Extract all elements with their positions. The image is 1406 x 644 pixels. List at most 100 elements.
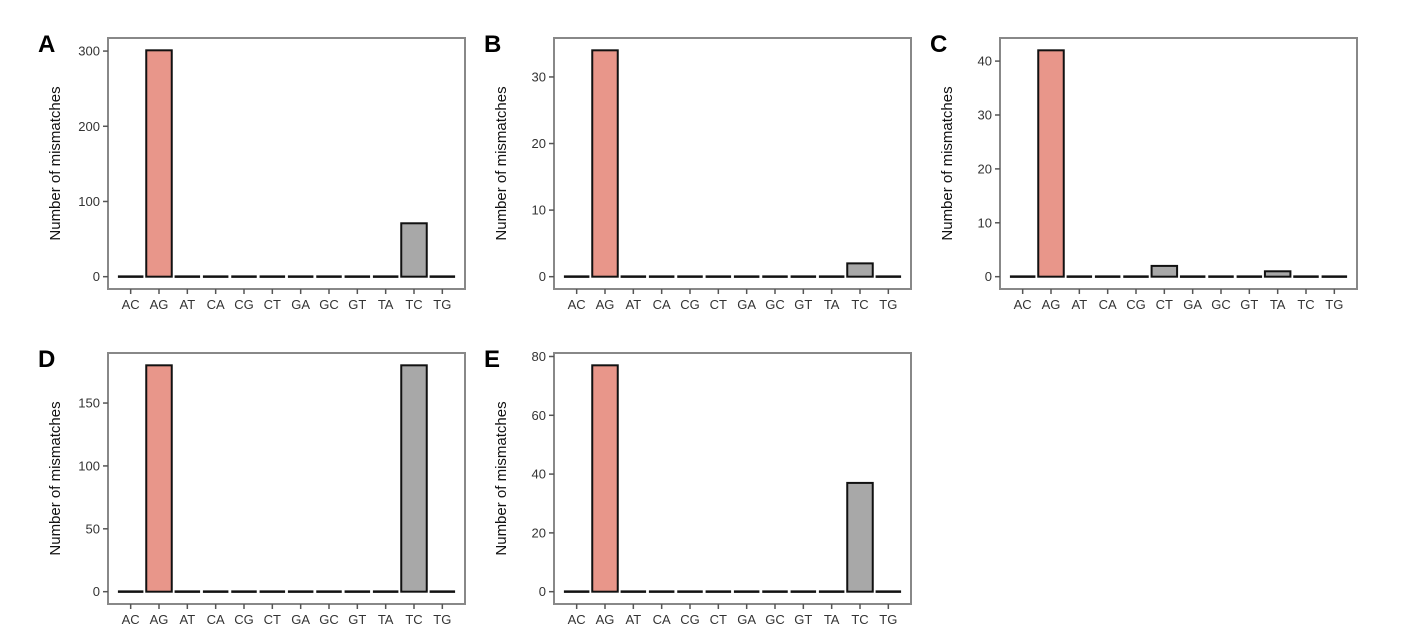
x-tick-label: GT	[348, 297, 366, 312]
plot-border	[999, 37, 1358, 290]
x-tick-label: AG	[596, 612, 615, 627]
panel-c: C Number of mismatches 0 10 20 30 40 AC AG AT CA CG…	[930, 31, 1358, 312]
x-tick-label: TC	[1297, 297, 1314, 312]
y-tick-label: 200	[78, 119, 100, 134]
y-tick-label: 60	[532, 408, 546, 423]
x-tick-label: CA	[207, 297, 225, 312]
y-tick-label: 100	[78, 194, 100, 209]
x-tick-label: CT	[264, 612, 281, 627]
x-tick-label: CA	[653, 297, 671, 312]
y-tick-label: 0	[93, 584, 100, 599]
x-tick-label: TA	[824, 297, 840, 312]
x-tick-label: AC	[122, 297, 140, 312]
y-tick-label: 20	[532, 136, 546, 151]
plot-border	[553, 352, 912, 605]
x-tick-label: TA	[378, 612, 394, 627]
x-tick-label: CA	[207, 612, 225, 627]
y-axis-title: Number of mismatches	[493, 401, 510, 555]
y-tick-label: 300	[78, 44, 100, 59]
x-tick-label: TA	[1270, 297, 1286, 312]
x-tick-label: TC	[851, 612, 868, 627]
x-tick-label: CT	[710, 612, 727, 627]
x-tick-label: AG	[596, 297, 615, 312]
bar-ct	[1150, 264, 1179, 278]
x-tick-label: GC	[765, 612, 785, 627]
x-tick-label: CG	[234, 297, 254, 312]
x-tick-label: TC	[851, 297, 868, 312]
y-tick-label: 150	[78, 396, 100, 411]
x-tick-label: AG	[150, 297, 169, 312]
bar-ag	[591, 49, 619, 278]
panel-b: B Number of mismatches 0 10 20 30 AC AG AT CA CG CT…	[484, 31, 912, 312]
x-tick-label: TC	[405, 297, 422, 312]
plot-border	[107, 352, 466, 605]
x-tick-label: CT	[710, 297, 727, 312]
x-tick-label: GT	[348, 612, 366, 627]
bar-tc	[400, 364, 428, 593]
x-tick-label: AC	[122, 612, 140, 627]
y-axis-title: Number of mismatches	[939, 86, 956, 240]
x-tick-label: GA	[1183, 297, 1202, 312]
bar-ag	[145, 364, 173, 593]
y-tick-label: 20	[978, 161, 992, 176]
panel-d: D Number of mismatches 0 50 100 150 AC AG AT CA CG…	[38, 346, 466, 627]
x-tick-label: GC	[319, 297, 339, 312]
x-tick-label: GA	[291, 297, 310, 312]
y-tick-label: 40	[978, 54, 992, 69]
x-tick-label: AT	[180, 612, 196, 627]
x-tick-label: AG	[1042, 297, 1061, 312]
x-tick-label: GT	[794, 612, 812, 627]
y-axis-title: Number of mismatches	[493, 86, 510, 240]
panel-letter: A	[38, 31, 55, 58]
panel-a: A Number of mismatches 0 100 200 300 AC AG AT CA C…	[38, 31, 466, 312]
x-tick-label: TC	[405, 612, 422, 627]
panel-letter: D	[38, 346, 55, 373]
y-tick-label: 10	[532, 203, 546, 218]
panel-letter: C	[930, 31, 947, 58]
panel-letter: E	[484, 346, 500, 373]
x-tick-label: TG	[879, 297, 897, 312]
x-tick-label: GC	[1211, 297, 1231, 312]
y-tick-label: 50	[86, 521, 100, 536]
x-tick-label: TA	[378, 297, 394, 312]
x-tick-label: CG	[1126, 297, 1146, 312]
y-tick-label: 0	[539, 269, 546, 284]
x-tick-label: CA	[653, 612, 671, 627]
x-tick-label: TG	[433, 612, 451, 627]
y-tick-label: 0	[985, 269, 992, 284]
x-tick-label: CG	[680, 612, 700, 627]
x-tick-label: AT	[180, 297, 196, 312]
bar-tc	[400, 222, 428, 278]
x-tick-label: TA	[824, 612, 840, 627]
x-tick-label: GA	[737, 612, 756, 627]
plot-border	[107, 37, 466, 290]
x-tick-label: AC	[568, 612, 586, 627]
bar-tc	[846, 262, 874, 278]
bar-ag	[1037, 49, 1065, 278]
bar-ag	[591, 364, 619, 593]
y-axis-title: Number of mismatches	[47, 401, 64, 555]
x-tick-label: GT	[1240, 297, 1258, 312]
x-tick-label: GC	[765, 297, 785, 312]
bar-ag	[145, 49, 173, 278]
x-tick-label: AG	[150, 612, 169, 627]
x-tick-label: AC	[1014, 297, 1032, 312]
y-tick-label: 100	[78, 458, 100, 473]
y-tick-label: 0	[93, 269, 100, 284]
x-tick-label: GA	[737, 297, 756, 312]
y-tick-label: 20	[532, 525, 546, 540]
y-tick-label: 30	[532, 69, 546, 84]
x-tick-label: TG	[879, 612, 897, 627]
bar-ta	[1263, 270, 1292, 278]
y-tick-label: 80	[532, 349, 546, 364]
panel-e: E Number of mismatches 0 20 40 60 80 AC AG AT CA CG…	[484, 346, 912, 627]
x-tick-label: AC	[568, 297, 586, 312]
bar-tc	[846, 481, 874, 593]
x-tick-label: GA	[291, 612, 310, 627]
x-tick-label: CT	[264, 297, 281, 312]
x-tick-label: CG	[234, 612, 254, 627]
x-tick-label: GC	[319, 612, 339, 627]
x-tick-label: AT	[626, 612, 642, 627]
y-tick-label: 0	[539, 584, 546, 599]
